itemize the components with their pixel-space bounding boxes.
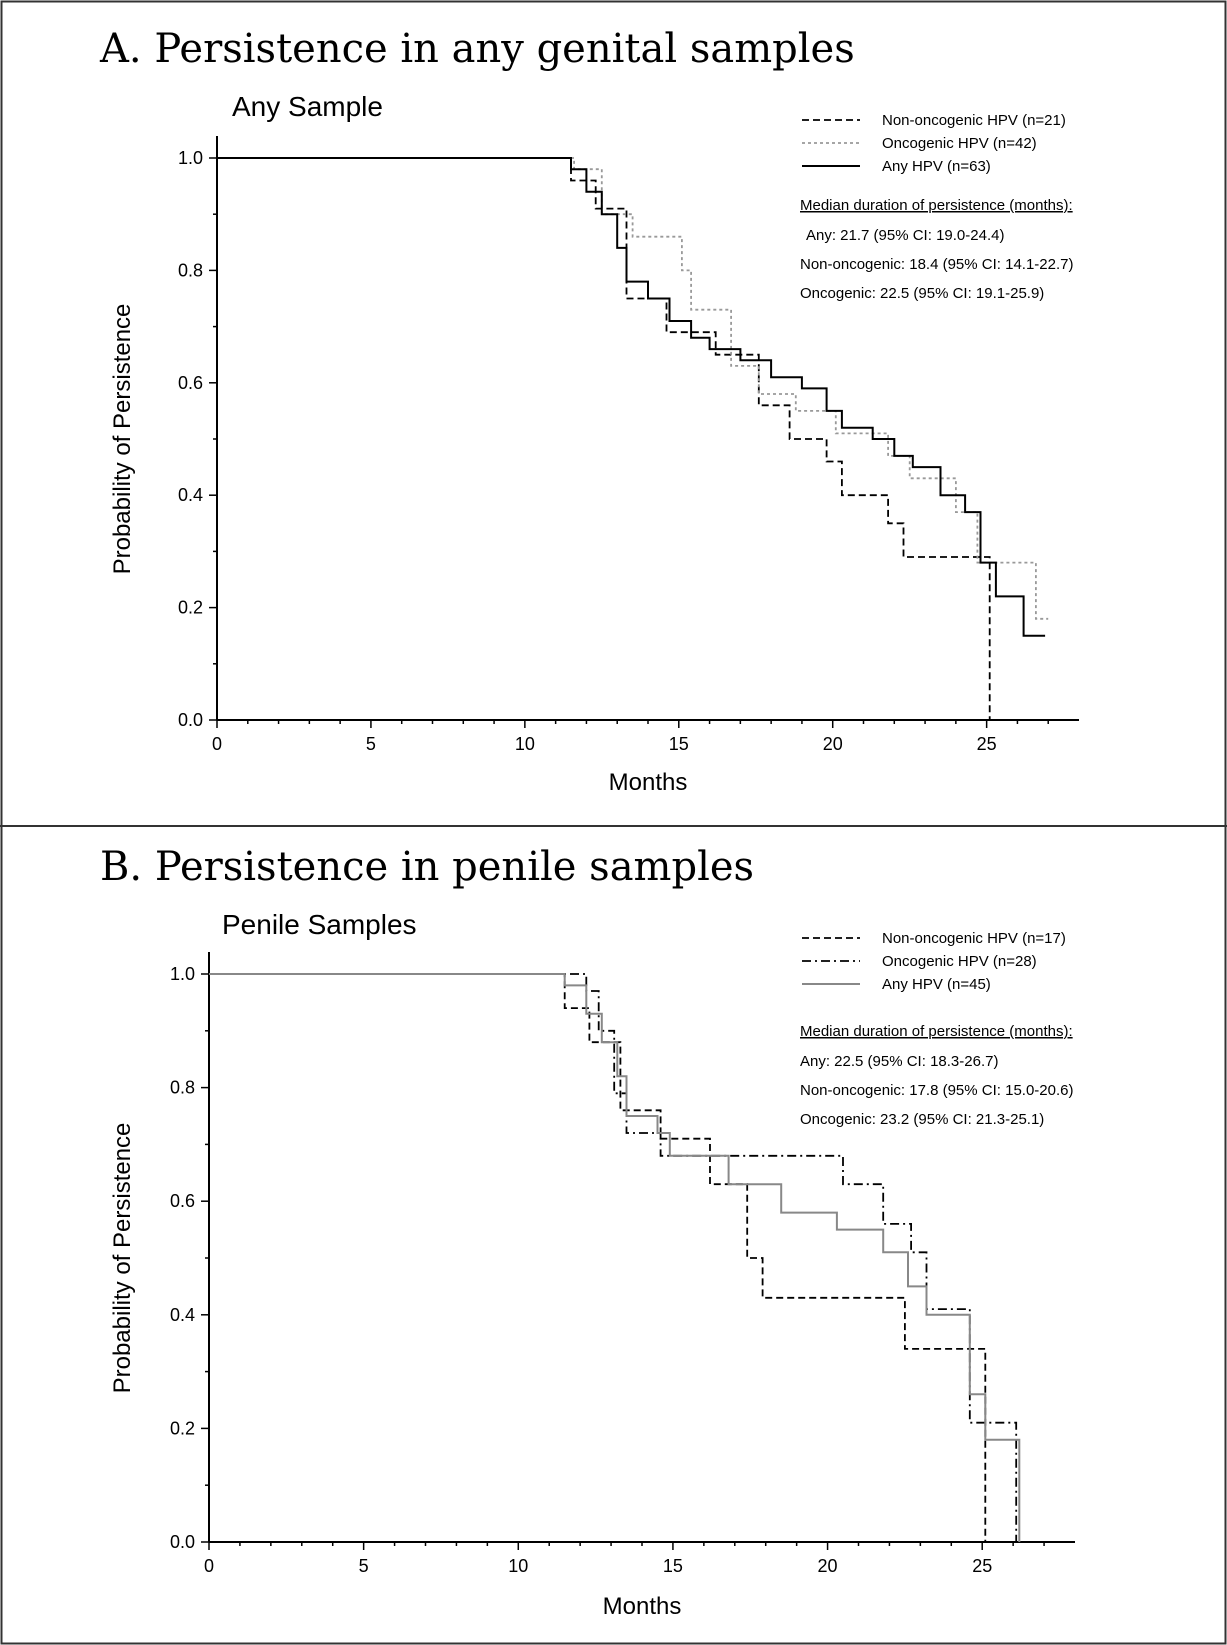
legend-label-1: Non-oncogenic HPV (n=21) xyxy=(882,112,1066,129)
y-tick-label: 0.0 xyxy=(178,710,203,730)
x-tick-label: 0 xyxy=(204,1556,214,1576)
median-line-2: Non-oncogenic: 17.8 (95% CI: 15.0-20.6) xyxy=(800,1082,1074,1099)
y-tick-label: 0.4 xyxy=(178,485,203,505)
median-header: Median duration of persistence (months): xyxy=(800,1023,1073,1040)
x-tick-label: 0 xyxy=(212,734,222,754)
y-tick-label: 0.2 xyxy=(178,598,203,618)
median-line-3: Oncogenic: 23.2 (95% CI: 21.3-25.1) xyxy=(800,1111,1044,1128)
x-tick-label: 10 xyxy=(508,1556,528,1576)
panel-title: A. Persistence in any genital samples xyxy=(99,26,855,72)
legend-label-2: Oncogenic HPV (n=28) xyxy=(882,953,1037,970)
y-tick-label: 0.8 xyxy=(170,1078,195,1098)
y-tick-label: 0.2 xyxy=(170,1418,195,1438)
x-tick-label: 15 xyxy=(669,734,689,754)
median-header: Median duration of persistence (months): xyxy=(800,197,1073,214)
series-line-3 xyxy=(217,157,1046,637)
x-tick-label: 20 xyxy=(818,1556,838,1576)
chart-title: Any Sample xyxy=(232,91,383,122)
series-line-2 xyxy=(209,973,1018,1542)
x-tick-label: 10 xyxy=(515,734,535,754)
panel-a: A. Persistence in any genital samples Any… xyxy=(99,26,1079,796)
y-tick-label: 1.0 xyxy=(178,148,203,168)
y-axis-label: Probability of Persistence xyxy=(109,1123,136,1394)
x-tick-label: 25 xyxy=(972,1556,992,1576)
median-line-1: Any: 22.5 (95% CI: 18.3-26.7) xyxy=(800,1053,998,1070)
chart-title: Penile Samples xyxy=(222,909,417,940)
x-tick-label: 5 xyxy=(359,1556,369,1576)
legend-label-1: Non-oncogenic HPV (n=17) xyxy=(882,930,1066,947)
y-tick-label: 1.0 xyxy=(170,964,195,984)
median-line-1: Any: 21.7 (95% CI: 19.0-24.4) xyxy=(806,227,1004,244)
panel-b: B. Persistence in penile samples Penile S… xyxy=(100,844,1075,1620)
legend-label-3: Any HPV (n=63) xyxy=(882,158,991,175)
x-axis-label: Months xyxy=(603,1593,682,1620)
y-axis-label: Probability of Persistence xyxy=(109,304,136,575)
y-tick-label: 0.6 xyxy=(178,373,203,393)
median-line-3: Oncogenic: 22.5 (95% CI: 19.1-25.9) xyxy=(800,285,1044,302)
panel-title: B. Persistence in penile samples xyxy=(100,844,754,890)
x-tick-label: 25 xyxy=(977,734,997,754)
y-tick-label: 0.4 xyxy=(170,1305,195,1325)
x-axis-label: Months xyxy=(609,769,688,796)
series-line-1 xyxy=(217,157,991,720)
legend-label-3: Any HPV (n=45) xyxy=(882,976,991,993)
median-line-2: Non-oncogenic: 18.4 (95% CI: 14.1-22.7) xyxy=(800,256,1074,273)
x-tick-label: 15 xyxy=(663,1556,683,1576)
y-tick-label: 0.8 xyxy=(178,260,203,280)
series-line-3 xyxy=(209,973,1021,1542)
x-tick-label: 20 xyxy=(823,734,843,754)
y-tick-label: 0.6 xyxy=(170,1191,195,1211)
legend-label-2: Oncogenic HPV (n=42) xyxy=(882,135,1037,152)
x-tick-label: 5 xyxy=(366,734,376,754)
series-line-1 xyxy=(209,973,987,1542)
y-tick-label: 0.0 xyxy=(170,1532,195,1552)
